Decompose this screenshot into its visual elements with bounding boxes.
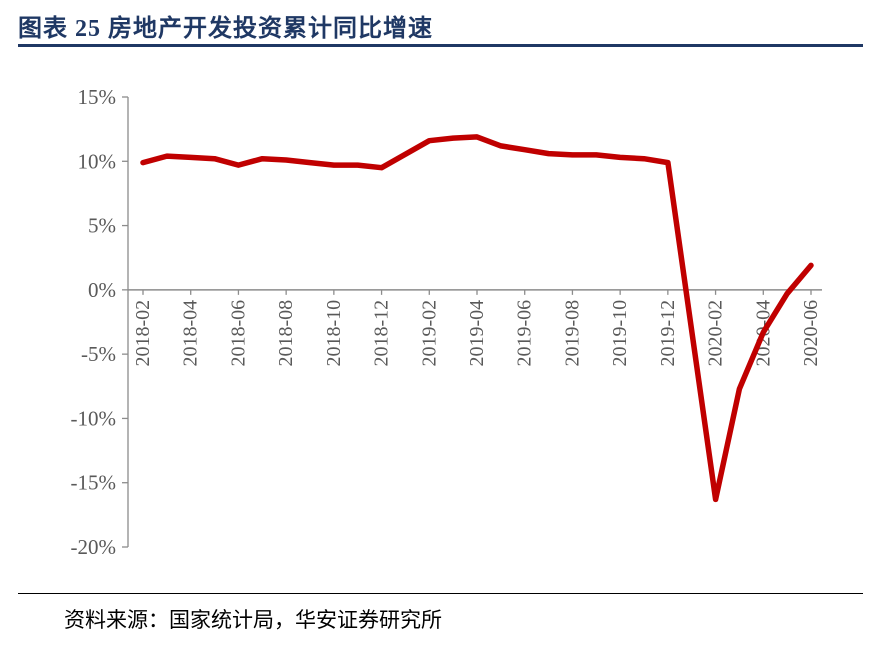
x-tick-label: 2018-06: [227, 300, 249, 367]
x-tick-label: 2019-12: [657, 300, 679, 367]
y-tick-label: 0%: [88, 278, 116, 302]
x-tick-label: 2020-02: [705, 300, 727, 367]
y-tick-label: -10%: [71, 406, 117, 430]
x-tick-label: 2019-08: [561, 300, 583, 367]
x-tick-label: 2019-02: [418, 300, 440, 367]
x-tick-label: 2018-04: [180, 300, 202, 367]
x-tick-label: 2018-12: [371, 300, 393, 367]
x-tick-label: 2018-10: [323, 300, 345, 367]
x-tick-label: 2018-02: [132, 300, 154, 367]
x-tick-label: 2019-04: [466, 300, 488, 367]
x-tick-label: 2018-08: [275, 300, 297, 367]
x-tick-label: 2020-06: [800, 300, 822, 367]
y-tick-label: -15%: [71, 471, 117, 495]
title-underline: [18, 44, 863, 47]
data-line: [140, 134, 814, 503]
y-tick-label: 5%: [88, 214, 116, 238]
y-tick-label: 15%: [78, 85, 117, 109]
data-source: 资料来源：国家统计局，华安证券研究所: [64, 608, 442, 632]
footer-divider: [18, 593, 863, 594]
figure-title: 图表 25 房地产开发投资累计同比增速: [18, 16, 433, 42]
y-tick-label: -20%: [71, 535, 117, 559]
y-tick-label: -5%: [81, 342, 116, 366]
y-tick-label: 10%: [78, 149, 117, 173]
x-tick-label: 2019-06: [514, 300, 536, 367]
x-tick-label: 2019-10: [609, 300, 631, 367]
